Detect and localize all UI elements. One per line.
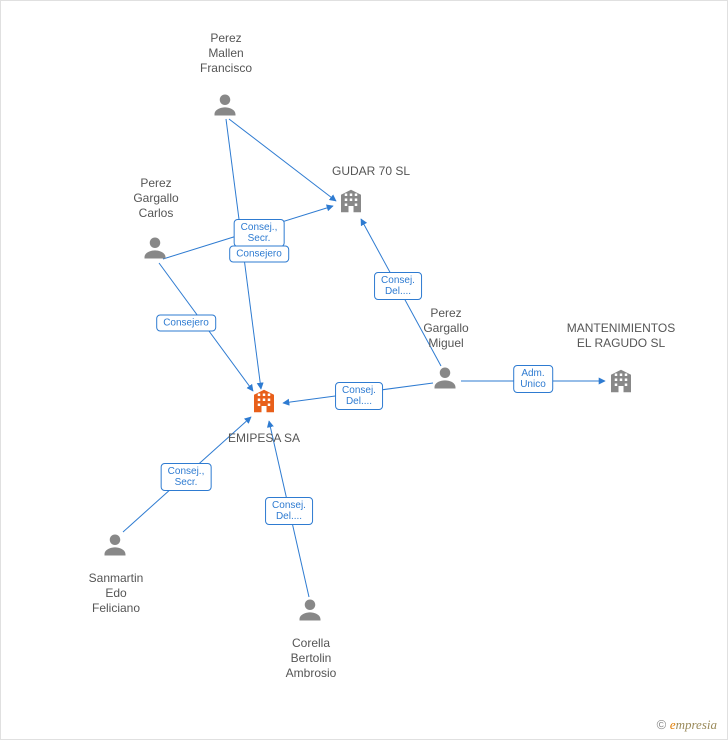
node-label-perez_gargallo_carlos: PerezGargalloCarlos bbox=[96, 176, 216, 221]
building-icon bbox=[336, 186, 366, 216]
brand-rest: mpresia bbox=[676, 717, 717, 732]
node-label-line: Sanmartin bbox=[56, 571, 176, 586]
node-label-corella: CorellaBertolinAmbrosio bbox=[251, 636, 371, 681]
person-icon bbox=[141, 234, 169, 262]
node-label-line: Bertolin bbox=[251, 651, 371, 666]
node-label-perez_mallen: PerezMallenFrancisco bbox=[166, 31, 286, 76]
edge-label-line: Secr. bbox=[168, 477, 205, 488]
edge-label-line: Del.... bbox=[381, 286, 415, 297]
node-label-line: Perez bbox=[166, 31, 286, 46]
company-icon bbox=[336, 186, 366, 221]
edge-label-line: Consejero bbox=[236, 249, 282, 260]
edge-label-line: Consej. bbox=[342, 385, 376, 396]
person-icon bbox=[431, 364, 459, 397]
person-icon bbox=[431, 364, 459, 392]
building-icon bbox=[606, 366, 636, 396]
edge-label-line: Unico bbox=[520, 379, 546, 390]
person-icon bbox=[101, 531, 129, 564]
edge-label-line: Adm. bbox=[520, 368, 546, 379]
edge-label-line: Consej. bbox=[381, 275, 415, 286]
node-label-line: Ambrosio bbox=[251, 666, 371, 681]
node-label-line: EMIPESA SA bbox=[204, 431, 324, 446]
node-label-gudar: GUDAR 70 SL bbox=[311, 164, 431, 179]
node-label-line: Miguel bbox=[386, 336, 506, 351]
node-label-line: Perez bbox=[96, 176, 216, 191]
edge-label-line: Consejero bbox=[163, 318, 209, 329]
node-label-line: Perez bbox=[386, 306, 506, 321]
edge-label: Consej.Del.... bbox=[335, 382, 383, 410]
node-label-line: Carlos bbox=[96, 206, 216, 221]
company-icon bbox=[606, 366, 636, 401]
footer-credit: © empresia bbox=[657, 717, 717, 733]
node-label-mantenimientos: MANTENIMIENTOSEL RAGUDO SL bbox=[561, 321, 681, 351]
node-label-sanmartin: SanmartinEdoFeliciano bbox=[56, 571, 176, 616]
edge-line bbox=[229, 119, 336, 201]
building-icon bbox=[249, 386, 279, 416]
person-icon bbox=[141, 234, 169, 267]
person-icon bbox=[296, 596, 324, 629]
node-label-line: GUDAR 70 SL bbox=[311, 164, 431, 179]
company-icon bbox=[249, 386, 279, 421]
edge-label: Consej.,Secr. bbox=[234, 219, 285, 247]
edge-label-line: Consej., bbox=[168, 466, 205, 477]
node-label-line: Francisco bbox=[166, 61, 286, 76]
person-icon bbox=[211, 91, 239, 119]
edge-label: Consejero bbox=[229, 246, 289, 263]
node-label-line: Mallen bbox=[166, 46, 286, 61]
edge-label-line: Del.... bbox=[272, 511, 306, 522]
node-label-perez_gargallo_miguel: PerezGargalloMiguel bbox=[386, 306, 506, 351]
diagram-canvas: PerezMallenFrancisco PerezGargalloCarlos… bbox=[0, 0, 728, 740]
node-label-line: Edo bbox=[56, 586, 176, 601]
edge-label: Consej.Del.... bbox=[265, 497, 313, 525]
person-icon bbox=[101, 531, 129, 559]
person-icon bbox=[296, 596, 324, 624]
copyright-symbol: © bbox=[657, 717, 667, 732]
edge-label-line: Del.... bbox=[342, 396, 376, 407]
edge-label: Consej.,Secr. bbox=[161, 463, 212, 491]
edge-label: Consejero bbox=[156, 315, 216, 332]
node-label-line: MANTENIMIENTOS bbox=[561, 321, 681, 336]
node-label-line: Gargallo bbox=[96, 191, 216, 206]
edge-label-line: Consej. bbox=[272, 500, 306, 511]
node-label-line: EL RAGUDO SL bbox=[561, 336, 681, 351]
node-label-line: Corella bbox=[251, 636, 371, 651]
node-label-line: Gargallo bbox=[386, 321, 506, 336]
edge-label: Consej.Del.... bbox=[374, 272, 422, 300]
person-icon bbox=[211, 91, 239, 124]
edge-label-line: Consej., bbox=[241, 222, 278, 233]
edge-label-line: Secr. bbox=[241, 233, 278, 244]
node-label-line: Feliciano bbox=[56, 601, 176, 616]
node-label-emipesa: EMIPESA SA bbox=[204, 431, 324, 446]
edge-label: Adm.Unico bbox=[513, 365, 553, 393]
